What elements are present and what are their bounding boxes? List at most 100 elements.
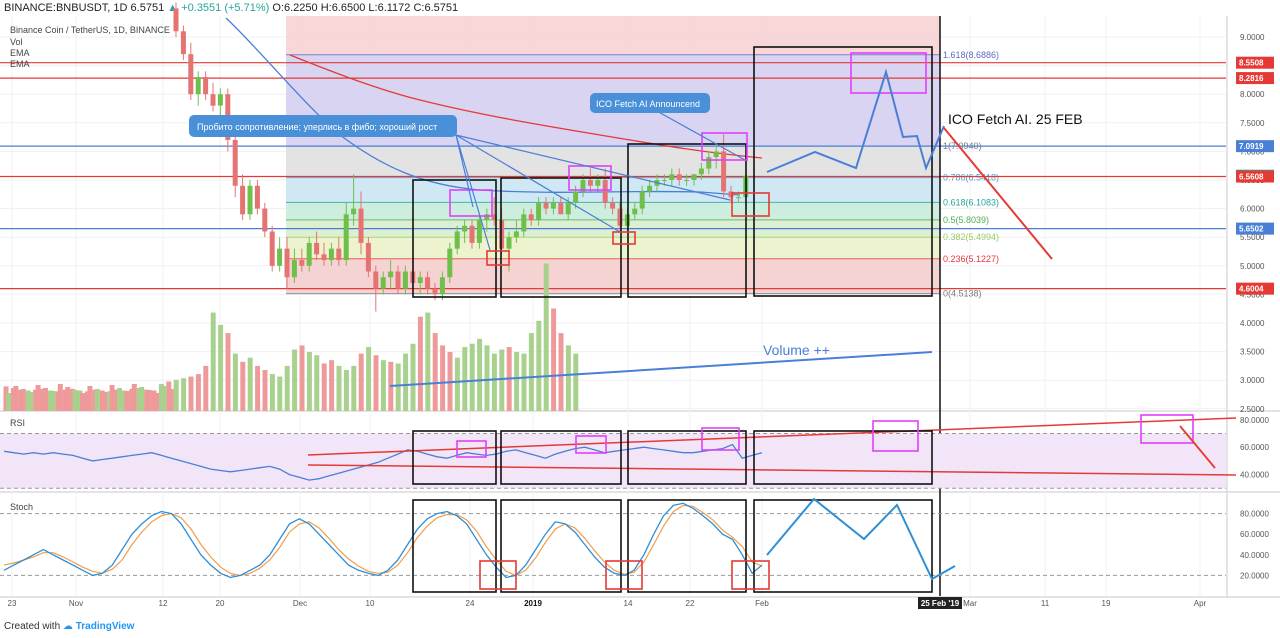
fib-label-5: 0.382(5.4994) <box>943 232 999 242</box>
ico-date-annotation: ICO Fetch AI. 25 FEB <box>948 111 1083 127</box>
price-tag-bg-1 <box>1236 72 1274 85</box>
price-tag-bg-0 <box>1236 56 1274 69</box>
candle-body-20 <box>321 254 327 261</box>
candle-body-5 <box>210 94 216 106</box>
x-tick-4: Dec <box>293 599 307 608</box>
pattern-box-0 <box>412 179 497 298</box>
candle-body-74 <box>721 151 727 192</box>
stoch-box-1 <box>500 499 622 593</box>
volume-bar-69 <box>514 351 520 411</box>
candle-body-56 <box>587 180 593 186</box>
x-tick-11: Mar <box>963 599 977 608</box>
footer-brand[interactable]: TradingView <box>75 621 135 632</box>
volume-bar-early-22 <box>168 389 174 411</box>
legend-ema-1: EMA <box>10 48 30 58</box>
candle-body-68 <box>676 174 682 180</box>
candle-body-69 <box>684 180 690 181</box>
volume-bar-74 <box>551 308 557 411</box>
volume-bar-30 <box>225 333 231 411</box>
x-tick-14: Apr <box>1194 599 1207 608</box>
candle-body-70 <box>691 174 697 180</box>
rsi-label: RSI <box>10 418 25 428</box>
candle-body-50 <box>543 202 549 209</box>
x-tick-1: Nov <box>69 599 83 608</box>
projection-blue <box>766 68 945 173</box>
rsi-box-2 <box>627 430 747 485</box>
volume-bar-39 <box>292 349 298 411</box>
price-tag-6: 4.6004 <box>1239 285 1264 294</box>
candle-body-1 <box>180 31 186 55</box>
price-change: +0.3551 (+5.71%) <box>181 2 270 14</box>
price-tag-2: 7.0919 <box>1239 142 1264 151</box>
price-tag-0: 8.5508 <box>1239 59 1264 68</box>
rsi-red-arrow <box>1179 425 1216 469</box>
callout-bubble-2 <box>590 93 710 113</box>
x-tick-8: 14 <box>624 599 633 608</box>
volume-bar-54 <box>403 353 409 411</box>
volume-bar-early-16 <box>124 391 130 411</box>
volume-bar-early-2 <box>20 389 26 411</box>
price-tick-2: 8.0000 <box>1240 90 1265 99</box>
x-tick-5: 10 <box>366 599 375 608</box>
volume-bar-64 <box>477 338 483 411</box>
candle-body-9 <box>240 185 246 215</box>
price-tick-6: 6.0000 <box>1240 205 1265 214</box>
stoch-red-1 <box>605 560 643 590</box>
rsi-box-1 <box>500 430 622 485</box>
volume-bar-32 <box>240 361 246 411</box>
candle-body-40 <box>469 225 475 243</box>
stoch-box-0 <box>412 499 497 593</box>
candle-body-6 <box>217 94 223 106</box>
x-tick-12: 11 <box>1041 599 1050 608</box>
volume-bar-early-6 <box>50 391 56 411</box>
candle-body-16 <box>291 260 297 278</box>
candle-body-53 <box>565 202 571 215</box>
volume-bar-70 <box>521 353 527 411</box>
candle-body-33 <box>417 277 423 283</box>
callout-text-2: ICO Fetch AI Announcend <box>596 99 700 109</box>
fib-label-4: 0.5(5.8039) <box>943 215 989 225</box>
candle-body-8 <box>232 139 238 186</box>
candle-body-29 <box>388 271 394 278</box>
stoch-tick-1: 60.0000 <box>1240 530 1269 539</box>
candle-body-63 <box>639 191 645 209</box>
candle-body-17 <box>299 260 305 266</box>
volume-bar-35 <box>262 370 268 411</box>
stoch-projection <box>766 497 956 581</box>
stoch-red-2 <box>731 560 770 590</box>
price-tick-13: 2.5000 <box>1240 405 1265 414</box>
candle-body-43 <box>491 214 497 221</box>
volume-bar-31 <box>232 353 238 411</box>
callout-bubble-1 <box>189 115 457 137</box>
volume-bar-73 <box>543 263 549 411</box>
candle-body-52 <box>558 202 564 215</box>
rsi-box-3 <box>753 430 933 485</box>
volume-bar-51 <box>380 360 386 411</box>
volume-bar-early-5 <box>43 388 48 411</box>
volume-bar-48 <box>358 353 364 411</box>
price-tag-1: 8.2816 <box>1239 74 1264 83</box>
pattern-box-2 <box>627 143 747 298</box>
red-box-0 <box>486 250 510 266</box>
candle-body-34 <box>425 277 431 289</box>
x-tick-0: 23 <box>8 599 17 608</box>
candle-body-15 <box>284 248 290 278</box>
candle-body-42 <box>484 214 490 221</box>
red-box-2 <box>731 192 770 217</box>
candle-body-35 <box>432 288 438 295</box>
stoch-label: Stoch <box>10 502 33 512</box>
candle-body-49 <box>536 202 542 221</box>
candle-body-76 <box>735 197 741 199</box>
pattern-box-1 <box>500 177 622 298</box>
volume-bar-early-4 <box>35 385 41 411</box>
tradingview-logo-icon: ☁ <box>62 621 73 632</box>
volume-bar-early-13 <box>102 392 108 411</box>
candle-body-73 <box>713 151 719 158</box>
volume-bar-early-7 <box>57 384 63 411</box>
rsi-tick-1: 60.0000 <box>1240 443 1269 452</box>
pattern-box-3 <box>753 46 933 297</box>
volume-bar-26 <box>195 374 201 411</box>
volume-bar-40 <box>299 345 305 411</box>
rsi-tick-0: 80.0000 <box>1240 416 1269 425</box>
